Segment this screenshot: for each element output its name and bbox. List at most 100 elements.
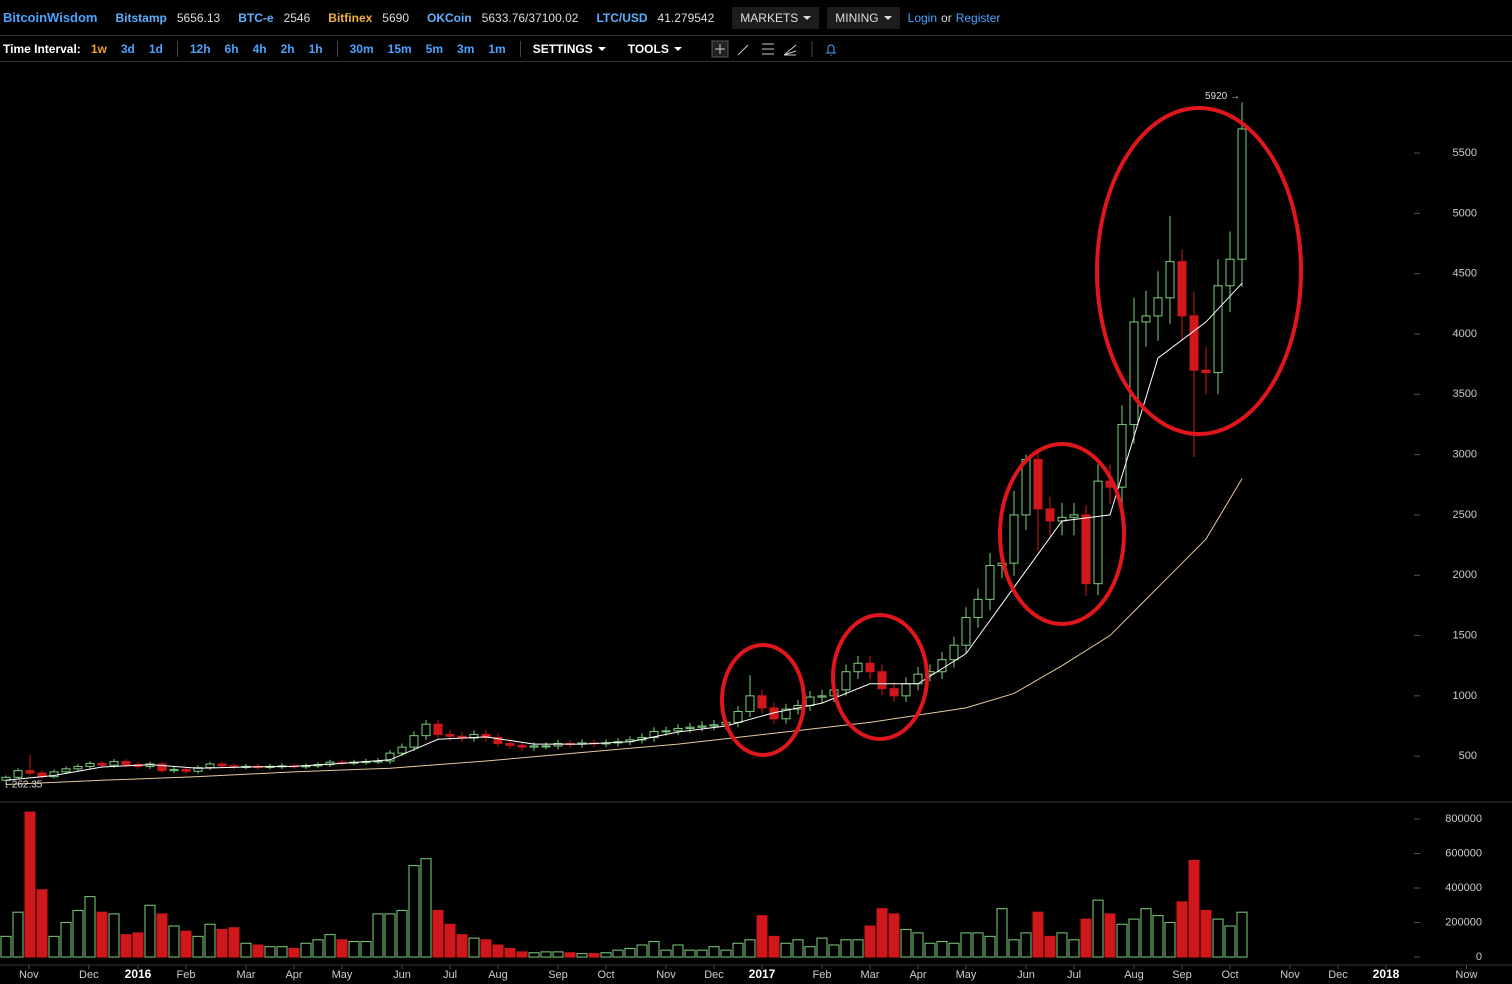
candle-body — [397, 746, 407, 754]
interval-option[interactable]: 30m — [349, 41, 374, 56]
candle-body — [1081, 514, 1091, 585]
volume-bar — [984, 935, 996, 958]
x-tick-label: Nov — [19, 969, 39, 981]
interval-option[interactable]: 12h — [189, 41, 211, 56]
candle-body — [157, 763, 167, 772]
annotation: ↓ 262.35 — [4, 779, 43, 790]
volume-bar — [756, 915, 768, 958]
tool-fan[interactable] — [783, 44, 797, 55]
ticker-name: BTC-e — [238, 10, 274, 25]
ticker[interactable]: Bitfinex 5690 — [328, 11, 409, 25]
ticker[interactable]: OKCoin 5633.76/37100.02 — [427, 11, 578, 25]
ticker[interactable]: LTC/USD 41.279542 — [596, 11, 714, 25]
interval-option[interactable]: 6h — [224, 41, 239, 56]
candle-body — [1009, 514, 1019, 564]
candle-body — [517, 744, 527, 748]
candle-body — [1045, 508, 1055, 522]
interval-option[interactable]: 3m — [457, 41, 475, 56]
y-tick-label: 1000 — [1453, 690, 1477, 702]
y-tick-label: 4500 — [1453, 268, 1477, 280]
candle-body — [433, 723, 443, 735]
candle-body — [817, 695, 827, 698]
volume-bar — [60, 922, 72, 958]
volume-bar — [1032, 911, 1044, 958]
x-tick-label: Dec — [79, 969, 99, 981]
volume-bar — [996, 908, 1008, 958]
volume-bar — [456, 934, 468, 958]
ticker-price: 2546 — [283, 10, 311, 25]
volume-bar — [588, 953, 600, 958]
interval-option[interactable]: 1h — [308, 41, 323, 56]
register-link[interactable]: Register — [955, 10, 1001, 25]
volume-tick-label: 600000 — [1445, 847, 1482, 859]
ticker[interactable]: BTC-e 2546 — [238, 11, 310, 25]
interval-option[interactable]: 4h — [252, 41, 267, 56]
volume-bar — [960, 932, 972, 958]
volume-bar — [432, 909, 444, 958]
candle-body — [61, 768, 71, 773]
volume-bar — [468, 937, 480, 958]
interval-option[interactable]: 1w — [90, 41, 107, 56]
candle-body — [745, 695, 755, 713]
ticker-price: 5656.13 — [176, 10, 221, 25]
interval-option[interactable]: 5m — [425, 41, 444, 56]
candle-body — [985, 565, 995, 600]
highlight-circle — [998, 442, 1126, 626]
tool-hlines[interactable] — [761, 43, 774, 54]
volume-bar — [564, 952, 576, 958]
x-tick-label: Jun — [1017, 969, 1035, 981]
interval-option[interactable]: 1d — [148, 41, 163, 56]
y-tick-label: 2500 — [1453, 509, 1477, 521]
volume-bar — [1200, 909, 1212, 958]
toolbar-menu[interactable]: SETTINGS — [533, 42, 606, 56]
volume-bar — [24, 811, 36, 958]
candle-body — [1201, 369, 1211, 374]
volume-bar — [168, 925, 180, 958]
tool-alert[interactable] — [825, 44, 836, 56]
annotation: 5920 → — [1205, 91, 1240, 102]
candle-body — [709, 724, 719, 727]
volume-bar — [288, 947, 300, 958]
candle-body — [217, 763, 227, 767]
x-tick-label: Feb — [813, 969, 832, 981]
interval-option[interactable]: 15m — [387, 41, 412, 56]
volume-bar — [1116, 923, 1128, 958]
x-tick-label: Dec — [704, 969, 724, 981]
candle-body — [13, 770, 23, 778]
volume-bar — [672, 944, 684, 958]
interval-option[interactable]: 1m — [488, 41, 506, 56]
volume-bar — [936, 941, 948, 958]
volume-bar — [384, 913, 396, 958]
x-tick-label: Oct — [1221, 969, 1238, 981]
brand[interactable]: BitcoinWisdom — [3, 10, 98, 25]
candle-body — [97, 762, 107, 766]
volume-bar — [1044, 935, 1056, 958]
volume-bar — [504, 947, 516, 958]
candle-body — [673, 727, 683, 732]
candle-body — [973, 598, 983, 618]
tool-line[interactable] — [737, 44, 749, 55]
candle-body — [553, 742, 563, 747]
highlight-circle — [1095, 106, 1303, 436]
volume-bar — [1236, 911, 1248, 958]
candle-body — [1177, 261, 1187, 317]
candle-body — [73, 765, 83, 770]
volume-tick-label: 200000 — [1445, 916, 1482, 928]
candle-body — [853, 662, 863, 673]
menu[interactable]: MINING — [827, 6, 900, 29]
intervals: 1w 3d 1d 12h 6h 4h 2h 1h 30m 15m 5m 3m 1m — [90, 40, 533, 57]
login-link[interactable]: Login — [907, 10, 938, 25]
x-tick-label: 2016 — [125, 967, 152, 981]
interval-option[interactable]: 2h — [280, 41, 295, 56]
volume-bar — [420, 858, 432, 958]
candle-body — [469, 733, 479, 739]
volume-bar — [816, 937, 828, 958]
ticker[interactable]: Bitstamp 5656.13 — [116, 11, 221, 25]
menu[interactable]: MARKETS — [732, 6, 820, 29]
volume-bar — [72, 909, 84, 958]
interval-option[interactable]: 3d — [120, 41, 135, 56]
volume-bar — [156, 913, 168, 958]
moving-average — [5, 282, 1243, 781]
toolbar-menu[interactable]: TOOLS — [628, 42, 682, 56]
x-tick-label: Mar — [237, 969, 256, 981]
